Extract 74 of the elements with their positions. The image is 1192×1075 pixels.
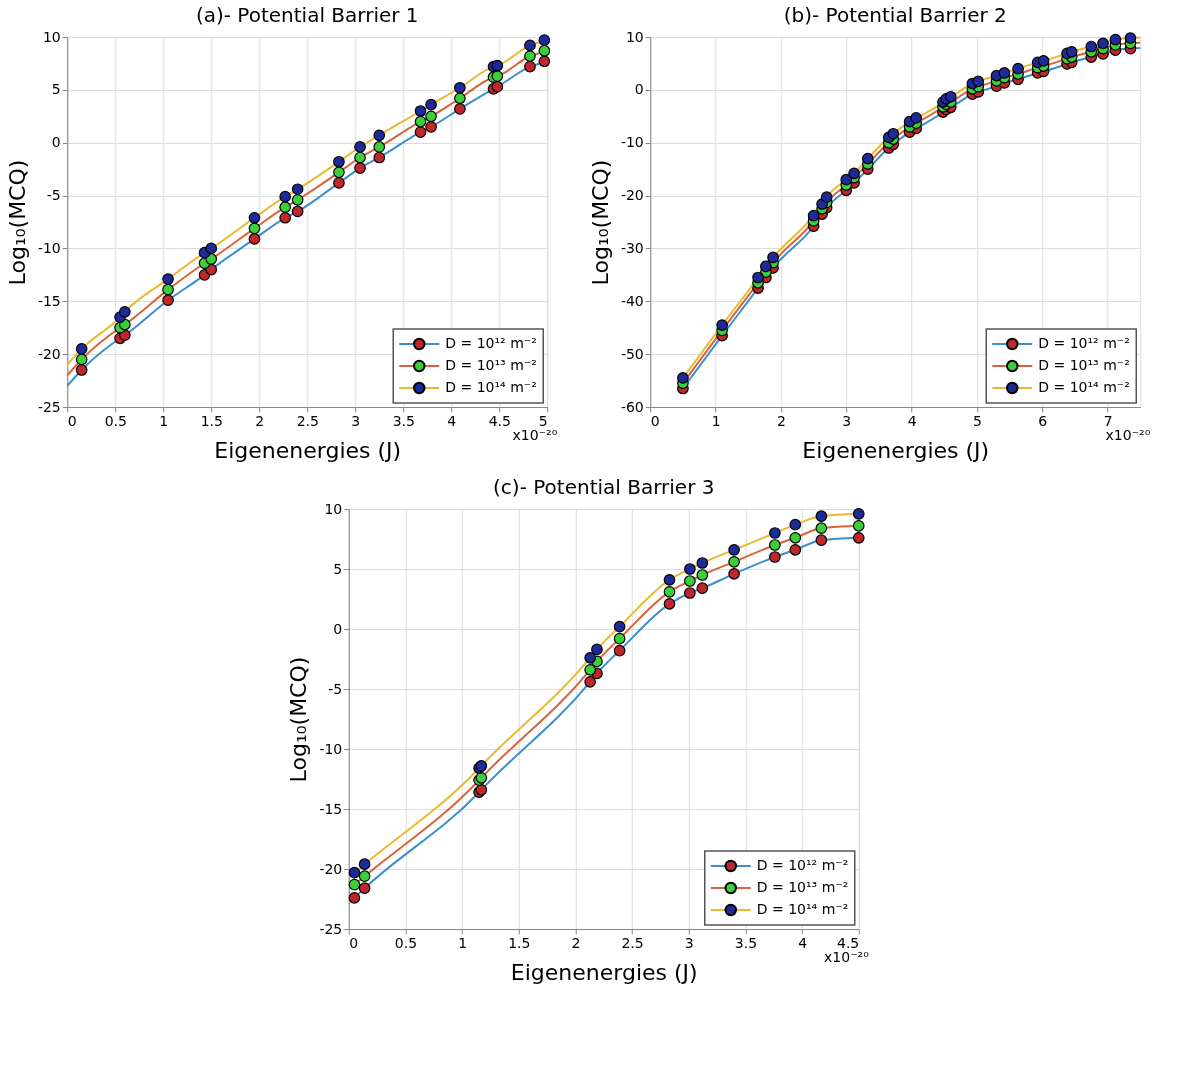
x-axis-title: Eigenenergies (J) bbox=[214, 437, 402, 463]
text: x10⁻²⁰ bbox=[1105, 427, 1151, 443]
legend-label: D = 10¹⁴ m⁻² bbox=[445, 379, 537, 395]
x-axis-title: Eigenenergies (J) bbox=[802, 437, 990, 463]
y-tick-label: -20 bbox=[620, 187, 644, 204]
x-tick-label: 1 bbox=[458, 934, 468, 951]
legend-label: D = 10¹³ m⁻² bbox=[445, 357, 537, 373]
x-tick-label: 0.5 bbox=[104, 412, 127, 429]
y-tick-label: -5 bbox=[46, 187, 61, 204]
x-tick-label: 3 bbox=[842, 412, 852, 429]
x-tick-label: 2.5 bbox=[621, 934, 644, 951]
text: x10⁻²⁰ bbox=[824, 949, 870, 965]
x-tick-label: 2 bbox=[571, 934, 581, 951]
y-tick-label: -20 bbox=[319, 860, 343, 877]
chart-title: (a)- Potential Barrier 1 bbox=[195, 3, 419, 27]
legend-label: D = 10¹⁴ m⁻² bbox=[756, 901, 849, 917]
x-tick-label: 4 bbox=[447, 412, 457, 429]
legend-label: D = 10¹⁴ m⁻² bbox=[1038, 379, 1130, 395]
y-axis-title: Log₁₀(MCQ) bbox=[286, 656, 312, 783]
y-tick-label: -30 bbox=[620, 239, 644, 256]
x-tick-label: 2 bbox=[255, 412, 265, 429]
x-tick-label: 3.5 bbox=[734, 934, 758, 951]
x-tick-label: 2 bbox=[776, 412, 786, 429]
legend-label: D = 10¹³ m⁻² bbox=[1038, 357, 1130, 373]
x-tick-label: 7 bbox=[1103, 412, 1113, 429]
legend-label: D = 10¹² m⁻² bbox=[756, 857, 849, 873]
x-tick-label: 4 bbox=[907, 412, 917, 429]
legend-label: D = 10¹³ m⁻² bbox=[756, 879, 849, 895]
y-tick-label: 10 bbox=[324, 500, 343, 517]
y-tick-label: 5 bbox=[333, 560, 343, 577]
x-tick-label: 3 bbox=[684, 934, 694, 951]
x-tick-label: 5 bbox=[538, 412, 548, 429]
y-tick-label: -10 bbox=[319, 740, 343, 757]
x-tick-label: 0 bbox=[67, 412, 77, 429]
y-tick-label: -10 bbox=[37, 239, 61, 256]
x-tick-label: 1.5 bbox=[200, 412, 223, 429]
legend-label: D = 10¹² m⁻² bbox=[1038, 335, 1130, 351]
x-tick-label: 4.5 bbox=[488, 412, 511, 429]
y-tick-label: 0 bbox=[634, 81, 644, 98]
legend-label: D = 10¹² m⁻² bbox=[445, 335, 537, 351]
x-tick-label: 0 bbox=[349, 934, 359, 951]
x-tick-label: 5 bbox=[972, 412, 982, 429]
y-tick-label: -60 bbox=[620, 398, 644, 415]
x-tick-label: 1 bbox=[159, 412, 169, 429]
y-tick-label: 10 bbox=[42, 28, 61, 45]
y-tick-label: 0 bbox=[333, 620, 343, 637]
y-tick-label: 0 bbox=[51, 134, 61, 151]
x-tick-label: 2.5 bbox=[296, 412, 319, 429]
y-tick-label: 5 bbox=[51, 81, 61, 98]
y-axis-title: Log₁₀(MCQ) bbox=[4, 159, 30, 286]
x-tick-label: 3.5 bbox=[392, 412, 415, 429]
chart-title: (b)- Potential Barrier 2 bbox=[783, 3, 1007, 27]
x-tick-label: 4 bbox=[798, 934, 808, 951]
x-tick-label: 0.5 bbox=[394, 934, 418, 951]
y-tick-label: -5 bbox=[328, 680, 343, 697]
x-tick-label: 4.5 bbox=[836, 934, 860, 951]
y-tick-label: -40 bbox=[620, 292, 644, 309]
x-tick-label: 1 bbox=[711, 412, 721, 429]
x-axis-title: Eigenenergies (J) bbox=[510, 959, 698, 985]
y-tick-label: -15 bbox=[37, 292, 61, 309]
y-tick-label: -10 bbox=[620, 134, 644, 151]
x-tick-label: 1.5 bbox=[508, 934, 531, 951]
y-tick-label: -25 bbox=[37, 398, 61, 415]
chart-title: (c)- Potential Barrier 3 bbox=[493, 475, 715, 499]
x-tick-label: 6 bbox=[1038, 412, 1048, 429]
text: x10⁻²⁰ bbox=[512, 427, 558, 443]
y-tick-label: -15 bbox=[319, 800, 343, 817]
x-tick-label: 3 bbox=[351, 412, 361, 429]
x-tick-label: 0 bbox=[650, 412, 660, 429]
y-axis-title: Log₁₀(MCQ) bbox=[587, 159, 613, 286]
y-tick-label: -20 bbox=[37, 345, 61, 362]
y-tick-label: -25 bbox=[319, 920, 343, 937]
y-tick-label: -50 bbox=[620, 345, 644, 362]
y-tick-label: 10 bbox=[625, 28, 644, 45]
